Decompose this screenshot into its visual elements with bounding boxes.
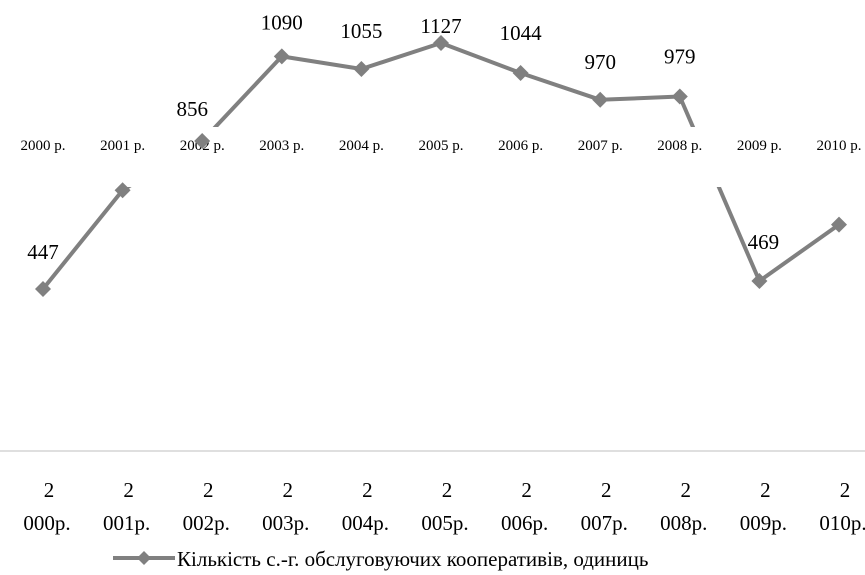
category-label: 2010 р. <box>817 138 862 154</box>
data-label: 1044 <box>500 21 543 45</box>
data-point-marker <box>831 216 847 233</box>
data-label: 469 <box>748 230 780 254</box>
axis-tick-label-bottom: 004р. <box>342 511 389 535</box>
axis-tick-label-top: 2 <box>442 478 453 502</box>
axis-tick-label-bottom: 006р. <box>501 511 548 535</box>
axis-tick-label-top: 2 <box>840 478 851 502</box>
axis-tick-label-top: 2 <box>760 478 771 502</box>
data-label: 856 <box>176 97 208 121</box>
category-label-mask-layer <box>0 127 865 187</box>
category-label: 2005 р. <box>419 138 464 154</box>
legend-label: Кількість с.-г. обслуговуючих кооператив… <box>177 547 648 571</box>
category-label: 2007 р. <box>578 138 623 154</box>
axis-tick-label-bottom: 009р. <box>740 511 787 535</box>
category-label: 2008 р. <box>657 138 702 154</box>
data-label: 979 <box>664 45 696 69</box>
data-label: 1127 <box>420 14 461 38</box>
data-point-marker <box>751 273 768 290</box>
axis-tick-label-top: 2 <box>362 478 373 502</box>
legend-marker-icon <box>137 551 151 565</box>
data-point-marker <box>194 133 211 150</box>
axis-tick-label-top: 2 <box>123 478 134 502</box>
data-label: 1090 <box>261 10 303 34</box>
axis-tick-label-bottom: 001р. <box>103 511 150 535</box>
data-label: 970 <box>584 50 616 74</box>
data-label: 447 <box>27 240 59 264</box>
data-labels: 447 856 1090 1055 1127 1044 970 979 469 <box>27 10 779 264</box>
category-label: 2000 р. <box>21 138 66 154</box>
axis-tick-label-top: 2 <box>601 478 612 502</box>
category-label: 2006 р. <box>498 138 543 154</box>
category-label: 2009 р. <box>737 138 782 154</box>
bottom-axis-labels: 2 000р. 2 001р. 2 002р. 2 003р. 2 004р. 2 005р. 2 006… <box>23 478 865 535</box>
axis-tick-label-bottom: 008р. <box>660 511 707 535</box>
category-label: 2003 р. <box>259 138 304 154</box>
axis-tick-label-top: 2 <box>681 478 692 502</box>
data-point-marker <box>433 35 449 51</box>
axis-tick-label-top: 2 <box>44 478 55 502</box>
axis-tick-label-bottom: 003р. <box>262 511 309 535</box>
data-point-marker <box>353 61 370 78</box>
data-label: 1055 <box>340 19 382 43</box>
category-label: 2001 р. <box>100 138 145 154</box>
axis-tick-label-top: 2 <box>521 478 532 502</box>
axis-tick-label-bottom: 000р. <box>23 511 70 535</box>
axis-tick-label-top: 2 <box>203 478 214 502</box>
legend: Кількість с.-г. обслуговуючих кооператив… <box>113 547 648 571</box>
axis-tick-label-bottom: 007р. <box>581 511 628 535</box>
category-label-band <box>0 127 865 187</box>
category-label: 2004 р. <box>339 138 384 154</box>
data-point-marker <box>592 91 609 108</box>
marker-layer <box>35 35 847 297</box>
data-point-marker <box>114 182 131 199</box>
category-labels: 2000 р. 2001 р. 2002 р. 2003 р. 2004 р. 2005 … <box>21 138 862 154</box>
axis-tick-label-bottom: 002р. <box>183 511 230 535</box>
axis-tick-label-top: 2 <box>283 478 294 502</box>
data-point-marker <box>35 281 51 297</box>
data-point-marker <box>671 88 688 105</box>
data-point-marker <box>512 65 529 82</box>
axis-tick-label-bottom: 005р. <box>421 511 468 535</box>
axis-tick-label-bottom: 010р. <box>819 511 865 535</box>
data-point-marker <box>273 48 290 65</box>
